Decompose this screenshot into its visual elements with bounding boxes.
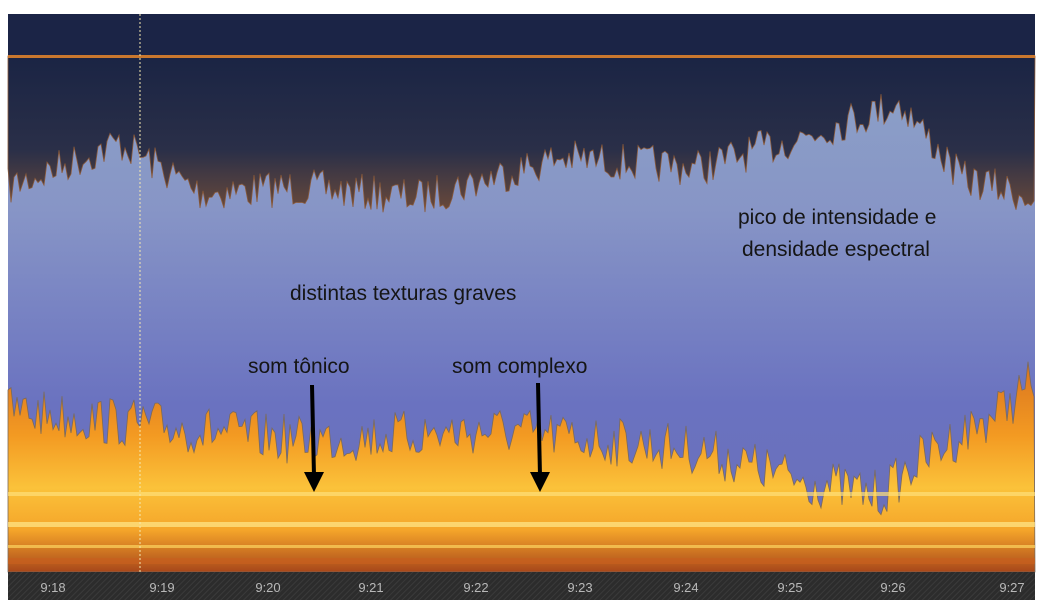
- top-band: [8, 14, 1035, 56]
- annotation: som complexo: [452, 355, 587, 378]
- annotation: densidade espectral: [742, 238, 930, 261]
- annotation: som tônico: [248, 355, 350, 378]
- orange-line: [8, 55, 1035, 58]
- annotation: distintas texturas graves: [290, 282, 516, 305]
- harmonic-band: [8, 545, 1035, 548]
- harmonic-band: [8, 492, 1035, 496]
- time-label: 9:21: [358, 580, 383, 595]
- time-label: 9:22: [463, 580, 488, 595]
- time-label: 9:25: [777, 580, 802, 595]
- harmonic-band: [8, 522, 1035, 527]
- harmonic-band: [8, 558, 1035, 564]
- time-label: 9:24: [673, 580, 698, 595]
- annotation: pico de intensidade e: [738, 206, 937, 229]
- time-label: 9:27: [999, 580, 1024, 595]
- time-label: 9:20: [255, 580, 280, 595]
- time-label: 9:19: [149, 580, 174, 595]
- time-label: 9:18: [40, 580, 65, 595]
- time-label: 9:23: [567, 580, 592, 595]
- time-label: 9:26: [880, 580, 905, 595]
- spectrogram-view: 9:18 9:19 9:20 9:21 9:22 9:23 9:24 9:25 9:26 9:27…: [0, 0, 1037, 600]
